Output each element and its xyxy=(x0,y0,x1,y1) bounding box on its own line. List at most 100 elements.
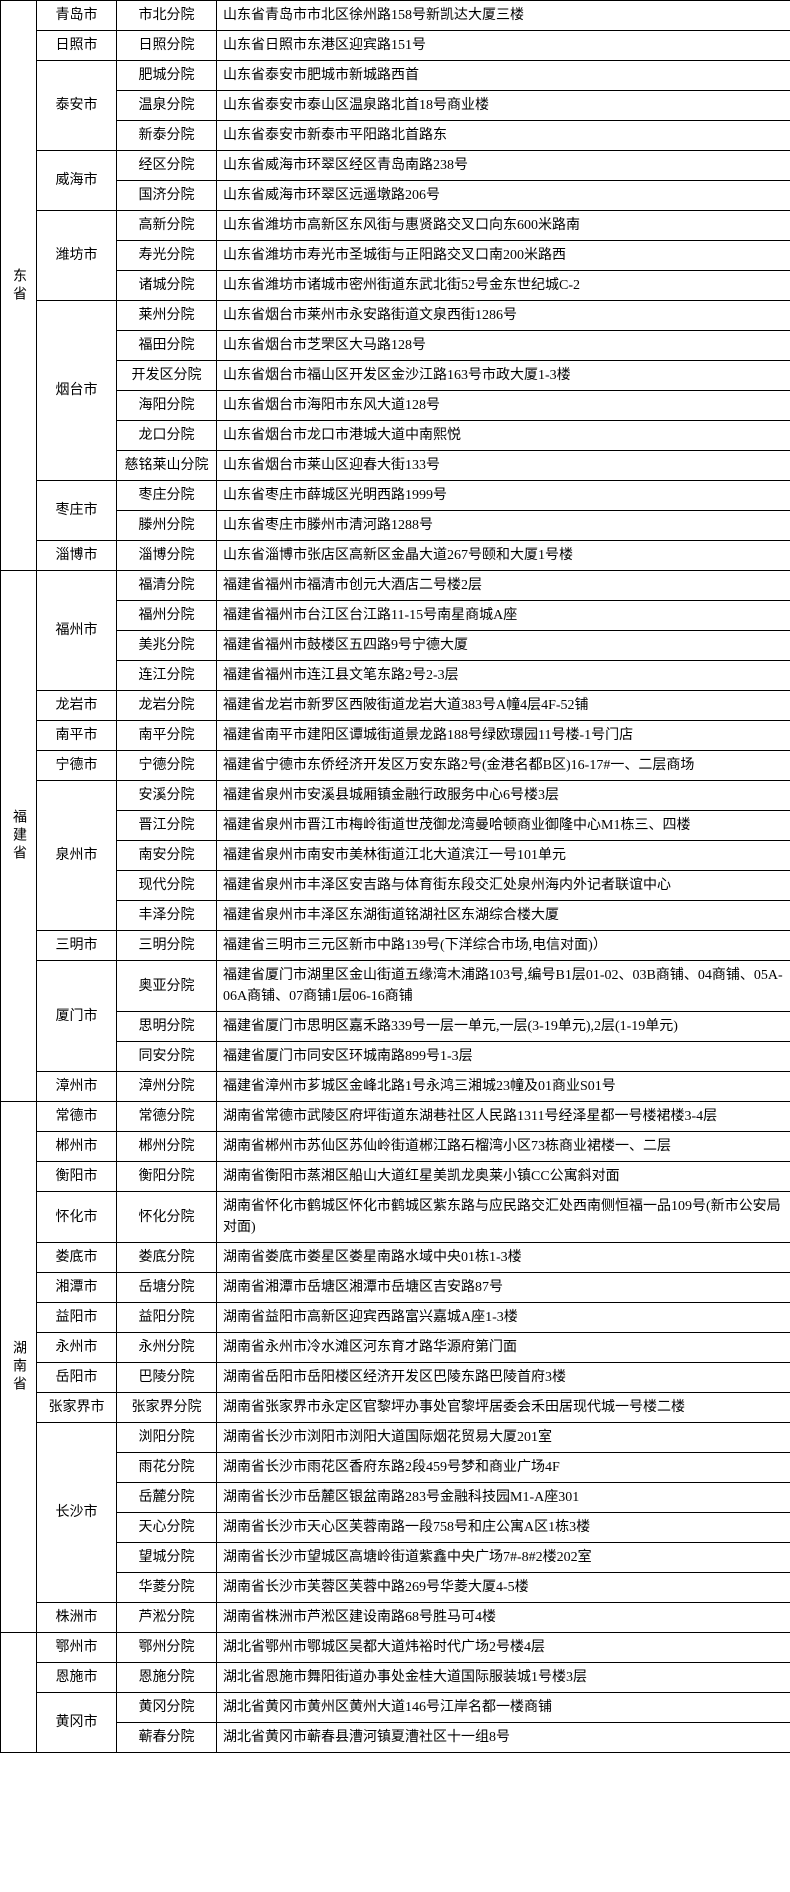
branch-cell: 温泉分院 xyxy=(117,91,217,121)
table-row: 望城分院湖南省长沙市望城区高塘岭街道紫鑫中央广场7#-8#2楼202室 xyxy=(1,1543,790,1573)
branch-cell: 永州分院 xyxy=(117,1333,217,1363)
branch-cell: 现代分院 xyxy=(117,871,217,901)
address-cell: 福建省泉州市南安市美林街道江北大道滨江一号101单元 xyxy=(217,841,790,871)
city-cell: 福州市 xyxy=(37,571,117,691)
city-cell: 岳阳市 xyxy=(37,1363,117,1393)
city-cell: 潍坊市 xyxy=(37,211,117,301)
table-row: 烟台市莱州分院山东省烟台市莱州市永安路街道文泉西街1286号 xyxy=(1,301,790,331)
branch-cell: 益阳分院 xyxy=(117,1303,217,1333)
address-cell: 山东省泰安市泰山区温泉路北首18号商业楼 xyxy=(217,91,790,121)
branch-cell: 诸城分院 xyxy=(117,271,217,301)
branch-cell: 连江分院 xyxy=(117,661,217,691)
table-row: 株洲市芦淞分院湖南省株洲市芦淞区建设南路68号胜马可4楼 xyxy=(1,1603,790,1633)
city-cell: 鄂州市 xyxy=(37,1633,117,1663)
city-cell: 青岛市 xyxy=(37,1,117,31)
branch-cell: 日照分院 xyxy=(117,31,217,61)
city-cell: 湘潭市 xyxy=(37,1273,117,1303)
address-cell: 山东省枣庄市滕州市清河路1288号 xyxy=(217,511,790,541)
city-cell: 常德市 xyxy=(37,1102,117,1132)
table-row: 福田分院山东省烟台市芝罘区大马路128号 xyxy=(1,331,790,361)
branch-cell: 怀化分院 xyxy=(117,1192,217,1243)
branch-cell: 福州分院 xyxy=(117,601,217,631)
table-row: 美兆分院福建省福州市鼓楼区五四路9号宁德大厦 xyxy=(1,631,790,661)
table-row: 益阳市益阳分院湖南省益阳市高新区迎宾西路富兴嘉城A座1-3楼 xyxy=(1,1303,790,1333)
address-cell: 湖南省长沙市雨花区香府东路2段459号梦和商业广场4F xyxy=(217,1453,790,1483)
table-row: 娄底市娄底分院湖南省娄底市娄星区娄星南路水域中央01栋1-3楼 xyxy=(1,1243,790,1273)
table-row: 温泉分院山东省泰安市泰山区温泉路北首18号商业楼 xyxy=(1,91,790,121)
address-cell: 山东省日照市东港区迎宾路151号 xyxy=(217,31,790,61)
table-row: 潍坊市高新分院山东省潍坊市高新区东风街与惠贤路交叉口向东600米路南 xyxy=(1,211,790,241)
address-cell: 福建省福州市福清市创元大酒店二号楼2层 xyxy=(217,571,790,601)
address-cell: 山东省威海市环翠区经区青岛南路238号 xyxy=(217,151,790,181)
address-cell: 湖南省长沙市望城区高塘岭街道紫鑫中央广场7#-8#2楼202室 xyxy=(217,1543,790,1573)
address-cell: 山东省青岛市市北区徐州路158号新凯达大厦三楼 xyxy=(217,1,790,31)
branch-cell: 天心分院 xyxy=(117,1513,217,1543)
address-cell: 山东省烟台市龙口市港城大道中南熙悦 xyxy=(217,421,790,451)
table-row: 龙岩市龙岩分院福建省龙岩市新罗区西陂街道龙岩大道383号A幢4层4F-52铺 xyxy=(1,691,790,721)
city-cell: 泰安市 xyxy=(37,61,117,151)
address-cell: 福建省福州市鼓楼区五四路9号宁德大厦 xyxy=(217,631,790,661)
table-row: 东省青岛市市北分院山东省青岛市市北区徐州路158号新凯达大厦三楼 xyxy=(1,1,790,31)
address-cell: 福建省泉州市晋江市梅岭街道世茂御龙湾曼哈顿商业御隆中心M1栋三、四楼 xyxy=(217,811,790,841)
branch-cell: 福清分院 xyxy=(117,571,217,601)
city-cell: 烟台市 xyxy=(37,301,117,481)
table-row: 湘潭市岳塘分院湖南省湘潭市岳塘区湘潭市岳塘区吉安路87号 xyxy=(1,1273,790,1303)
address-cell: 湖南省长沙市天心区芙蓉南路一段758号和庄公寓A区1栋3楼 xyxy=(217,1513,790,1543)
branch-cell: 望城分院 xyxy=(117,1543,217,1573)
table-row: 滕州分院山东省枣庄市滕州市清河路1288号 xyxy=(1,511,790,541)
table-row: 新泰分院山东省泰安市新泰市平阳路北首路东 xyxy=(1,121,790,151)
city-cell: 益阳市 xyxy=(37,1303,117,1333)
address-cell: 山东省烟台市莱山区迎春大街133号 xyxy=(217,451,790,481)
address-cell: 湖北省黄冈市蕲春县漕河镇夏漕社区十一组8号 xyxy=(217,1723,790,1753)
address-cell: 福建省厦门市思明区嘉禾路339号一层一单元,一层(3-19单元),2层(1-19… xyxy=(217,1012,790,1042)
address-cell: 山东省烟台市海阳市东风大道128号 xyxy=(217,391,790,421)
city-cell: 永州市 xyxy=(37,1333,117,1363)
address-cell: 湖南省娄底市娄星区娄星南路水域中央01栋1-3楼 xyxy=(217,1243,790,1273)
branch-cell: 岳麓分院 xyxy=(117,1483,217,1513)
table-row: 连江分院福建省福州市连江县文笔东路2号2-3层 xyxy=(1,661,790,691)
table-row: 张家界市张家界分院湖南省张家界市永定区官黎坪办事处官黎坪居委会禾田居现代城一号楼… xyxy=(1,1393,790,1423)
address-cell: 福建省泉州市丰泽区东湖街道铭湖社区东湖综合楼大厦 xyxy=(217,901,790,931)
table-row: 岳麓分院湖南省长沙市岳麓区银盆南路283号金融科技园M1-A座301 xyxy=(1,1483,790,1513)
branch-cell: 恩施分院 xyxy=(117,1663,217,1693)
branch-cell: 滕州分院 xyxy=(117,511,217,541)
city-cell: 厦门市 xyxy=(37,961,117,1072)
table-row: 诸城分院山东省潍坊市诸城市密州街道东武北街52号金东世纪城C-2 xyxy=(1,271,790,301)
address-cell: 湖北省恩施市舞阳街道办事处金桂大道国际服装城1号楼3层 xyxy=(217,1663,790,1693)
branch-cell: 巴陵分院 xyxy=(117,1363,217,1393)
table-row: 恩施市恩施分院湖北省恩施市舞阳街道办事处金桂大道国际服装城1号楼3层 xyxy=(1,1663,790,1693)
branch-cell: 芦淞分院 xyxy=(117,1603,217,1633)
city-cell: 衡阳市 xyxy=(37,1162,117,1192)
city-cell: 枣庄市 xyxy=(37,481,117,541)
address-cell: 湖南省衡阳市蒸湘区船山大道红星美凯龙奥莱小镇CC公寓斜对面 xyxy=(217,1162,790,1192)
branch-cell: 华菱分院 xyxy=(117,1573,217,1603)
branch-cell: 龙口分院 xyxy=(117,421,217,451)
table-row: 蕲春分院湖北省黄冈市蕲春县漕河镇夏漕社区十一组8号 xyxy=(1,1723,790,1753)
branch-cell: 高新分院 xyxy=(117,211,217,241)
address-cell: 福建省厦门市湖里区金山街道五缘湾木浦路103号,编号B1层01-02、03B商铺… xyxy=(217,961,790,1012)
address-cell: 山东省泰安市新泰市平阳路北首路东 xyxy=(217,121,790,151)
address-cell: 湖南省岳阳市岳阳楼区经济开发区巴陵东路巴陵首府3楼 xyxy=(217,1363,790,1393)
table-row: 衡阳市衡阳分院湖南省衡阳市蒸湘区船山大道红星美凯龙奥莱小镇CC公寓斜对面 xyxy=(1,1162,790,1192)
address-cell: 湖南省长沙市岳麓区银盆南路283号金融科技园M1-A座301 xyxy=(217,1483,790,1513)
branch-cell: 寿光分院 xyxy=(117,241,217,271)
table-row: 永州市永州分院湖南省永州市冷水滩区河东育才路华源府第门面 xyxy=(1,1333,790,1363)
address-cell: 山东省烟台市芝罘区大马路128号 xyxy=(217,331,790,361)
branch-cell: 宁德分院 xyxy=(117,751,217,781)
address-cell: 福建省宁德市东侨经济开发区万安东路2号(金港名都B区)16-17#一、二层商场 xyxy=(217,751,790,781)
branch-cell: 岳塘分院 xyxy=(117,1273,217,1303)
branch-cell: 海阳分院 xyxy=(117,391,217,421)
branch-cell: 同安分院 xyxy=(117,1042,217,1072)
address-cell: 福建省福州市连江县文笔东路2号2-3层 xyxy=(217,661,790,691)
table-row: 慈铭莱山分院山东省烟台市莱山区迎春大街133号 xyxy=(1,451,790,481)
branch-cell: 枣庄分院 xyxy=(117,481,217,511)
table-row: 南安分院福建省泉州市南安市美林街道江北大道滨江一号101单元 xyxy=(1,841,790,871)
branch-cell: 美兆分院 xyxy=(117,631,217,661)
table-row: 漳州市漳州分院福建省漳州市芗城区金峰北路1号永鸿三湘城23幢及01商业S01号 xyxy=(1,1072,790,1102)
city-cell: 威海市 xyxy=(37,151,117,211)
table-row: 国济分院山东省威海市环翠区远遥墩路206号 xyxy=(1,181,790,211)
province-cell: 福建省 xyxy=(1,571,37,1102)
branch-cell: 慈铭莱山分院 xyxy=(117,451,217,481)
branch-cell: 张家界分院 xyxy=(117,1393,217,1423)
branch-cell: 国济分院 xyxy=(117,181,217,211)
